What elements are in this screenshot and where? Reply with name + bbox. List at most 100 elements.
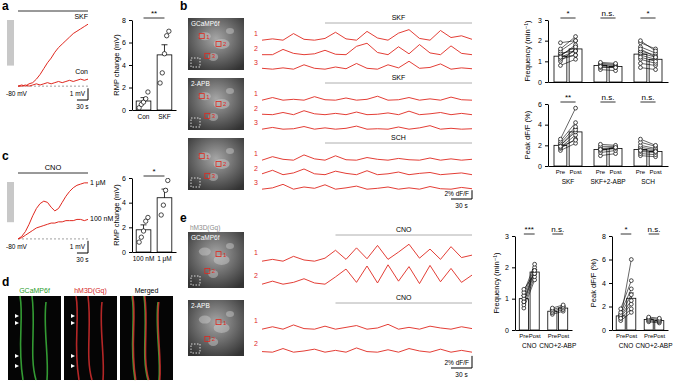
- y-tick-label: 1: [538, 58, 542, 65]
- roi-label: 3: [212, 173, 216, 179]
- pair-line: [560, 51, 575, 53]
- y-tick-label: 0: [505, 327, 509, 334]
- y-tick: 2: [538, 142, 548, 149]
- baseline-label: -80 mV: [6, 243, 28, 250]
- y-axis-line: [515, 237, 516, 331]
- cell-blob: [226, 88, 234, 94]
- data-point: [639, 137, 643, 141]
- scale-box: [191, 58, 200, 67]
- scale-box: [191, 118, 200, 127]
- y-tick-mark: [609, 283, 612, 284]
- data-point: [629, 293, 633, 297]
- y-axis: 0123: [505, 233, 515, 334]
- data-point: [574, 106, 578, 110]
- imaging-panel: hM3D(Gq)GCaMP6fCNO11222-APBCNO11222% dF/…: [188, 224, 472, 378]
- y-tick-label: 4: [122, 62, 126, 69]
- bar: [519, 299, 528, 330]
- y-tick-label: 6: [122, 39, 126, 46]
- image-label: 2-APB: [191, 80, 210, 87]
- scale-label: 30 s: [76, 256, 89, 263]
- data-point: [163, 188, 167, 192]
- ephys-traces: -80 mVSKFCon1 mV30 s: [6, 11, 89, 110]
- data-point: [159, 213, 163, 217]
- marks: [519, 262, 567, 330]
- stimulus-label: SCH: [391, 134, 406, 141]
- micrograph: [188, 300, 244, 356]
- y-tick: 3: [538, 17, 548, 24]
- y-tick: 0: [122, 107, 132, 114]
- y-tick: 6: [122, 39, 132, 46]
- pair-line: [600, 67, 615, 68]
- y-tick-mark: [512, 299, 515, 300]
- data-point: [574, 57, 578, 61]
- data-point: [614, 62, 618, 66]
- y-tick: 8: [602, 233, 612, 240]
- trace: [262, 348, 472, 352]
- trace: [262, 265, 472, 284]
- cell-process: [88, 296, 92, 380]
- roi-label: 1: [223, 252, 227, 258]
- marks: [554, 106, 662, 166]
- y-tick: 4: [122, 199, 132, 206]
- pair-line: [640, 139, 655, 145]
- trace-clip: [262, 61, 472, 69]
- y-tick-label: 0: [538, 163, 542, 170]
- pair-line: [640, 156, 655, 157]
- cell-blob: [199, 152, 211, 160]
- y-tick-mark: [129, 110, 132, 111]
- cell-blob: [226, 243, 234, 249]
- cell-process: [158, 302, 160, 380]
- marks: [554, 35, 662, 82]
- x-tick-label: Con: [138, 113, 150, 120]
- data-point: [574, 53, 578, 57]
- channel-label: GCaMP6f: [19, 287, 50, 294]
- arrowhead: [71, 314, 75, 318]
- pair-line: [560, 140, 575, 146]
- bar: [554, 56, 567, 82]
- y-tick-label: 3: [538, 17, 542, 24]
- x-tick: 1 μM: [157, 252, 172, 263]
- roi-box: [205, 336, 210, 341]
- micrograph: [188, 78, 244, 130]
- image-label: GCaMP6f: [191, 20, 220, 27]
- y-axis-line: [132, 179, 133, 253]
- trace: [18, 79, 88, 86]
- bar-chart: ConSKF02468RMP change (mV)**: [112, 9, 177, 120]
- data-point: [161, 203, 165, 207]
- y-tick-label: 4: [122, 199, 126, 206]
- trace-clip: [18, 183, 88, 239]
- roi-label: 3: [212, 113, 216, 119]
- pair-line: [560, 123, 575, 142]
- trace-clip: [262, 111, 472, 115]
- roi-label: 2: [212, 268, 216, 274]
- y-tick-label: 3: [505, 233, 509, 240]
- bar: [136, 230, 151, 252]
- scale-bar-x: [77, 253, 88, 254]
- y-tick-label: 0: [538, 79, 542, 86]
- confocal-panel: GCaMP6fhM3D(Gq)Merged: [8, 287, 173, 380]
- roi-box: [199, 34, 204, 39]
- data-point: [574, 138, 578, 142]
- x-axis-line: [133, 110, 177, 111]
- roi-label: 2: [223, 161, 227, 167]
- x-tick-label: 1 μM: [157, 255, 172, 263]
- data-point: [533, 269, 537, 273]
- y-tick-mark: [129, 252, 132, 253]
- x-tick: SKF: [158, 110, 171, 120]
- trace: [262, 43, 472, 54]
- x-axis: Con SKF: [133, 110, 177, 120]
- scale-label: 1 mV: [70, 90, 86, 97]
- cell-process: [76, 296, 79, 380]
- y-tick-mark: [609, 330, 612, 331]
- trace: [262, 324, 472, 329]
- trace-label: 3: [254, 179, 258, 186]
- roi-box: [205, 53, 210, 58]
- significance-label: **: [151, 9, 157, 18]
- data-point: [158, 81, 162, 85]
- pair-line: [640, 63, 655, 65]
- trace: [262, 96, 472, 100]
- y-tick: 0: [602, 327, 612, 334]
- y-tick: 1: [505, 295, 515, 302]
- image-background: [188, 78, 244, 130]
- channel-label: hM3D(Gq): [74, 287, 107, 295]
